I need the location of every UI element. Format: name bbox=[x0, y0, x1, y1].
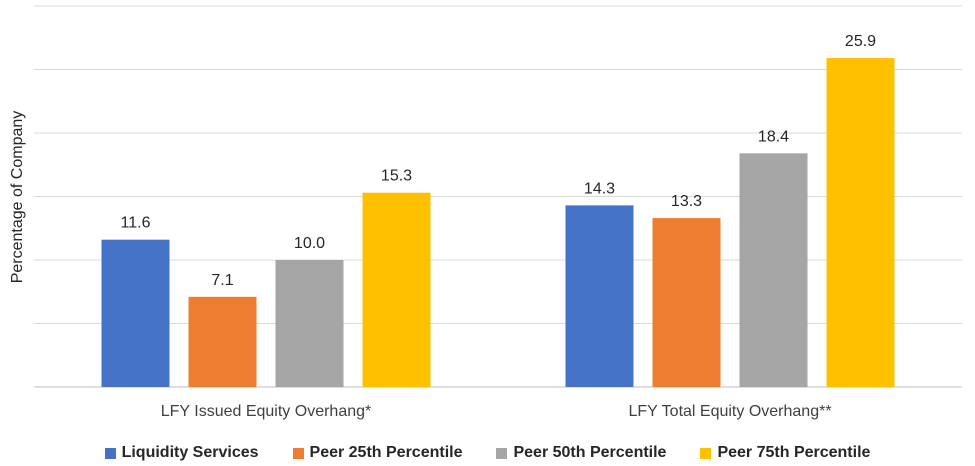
gridlines bbox=[34, 5, 962, 388]
legend-item: Peer 25th Percentile bbox=[292, 444, 463, 462]
data-label: 25.9 bbox=[845, 33, 876, 50]
y-axis-title: Percentage of Company bbox=[9, 111, 26, 284]
bar bbox=[652, 218, 721, 387]
data-label: 10.0 bbox=[294, 235, 325, 252]
bars bbox=[101, 58, 895, 387]
legend-label: Peer 25th Percentile bbox=[309, 444, 463, 461]
legend-item: Liquidity Services bbox=[104, 444, 259, 462]
legend-item: Peer 50th Percentile bbox=[496, 444, 666, 462]
data-label: 11.6 bbox=[121, 215, 151, 232]
bar bbox=[275, 260, 344, 387]
bar bbox=[565, 205, 634, 387]
data-labels: 11.6 7.1 10.0 15.3 14.3 13.3 18.4 25.9 bbox=[121, 33, 877, 289]
legend-swatch bbox=[104, 447, 116, 459]
data-label: 14.3 bbox=[584, 180, 615, 197]
legend-item: Peer 75th Percentile bbox=[700, 444, 870, 462]
x-tick-label: LFY Issued Equity Overhang* bbox=[161, 403, 372, 420]
data-label: 13.3 bbox=[671, 193, 702, 210]
legend-swatch bbox=[496, 447, 508, 459]
bar bbox=[739, 153, 808, 387]
legend-swatch bbox=[292, 447, 304, 459]
bar bbox=[101, 239, 170, 387]
bar bbox=[826, 58, 895, 387]
legend-label: Peer 50th Percentile bbox=[513, 444, 667, 461]
bar bbox=[362, 192, 431, 387]
legend-swatch bbox=[700, 447, 712, 459]
data-label: 18.4 bbox=[758, 128, 789, 145]
data-label: 7.1 bbox=[211, 272, 233, 289]
x-tick-label: LFY Total Equity Overhang** bbox=[628, 403, 831, 420]
x-axis-tick-labels: LFY Issued Equity Overhang* LFY Total Equ… bbox=[161, 403, 832, 420]
legend-label: Peer 75th Percentile bbox=[717, 444, 871, 461]
bar-chart: 11.6 7.1 10.0 15.3 14.3 13.3 18.4 25.9 LFY Issu… bbox=[9, 5, 962, 420]
legend-label: Liquidity Services bbox=[121, 444, 259, 461]
legend: Liquidity Services Peer 25th Percentile Pe… bbox=[0, 440, 975, 466]
data-label: 15.3 bbox=[381, 168, 412, 185]
bar bbox=[188, 296, 257, 387]
